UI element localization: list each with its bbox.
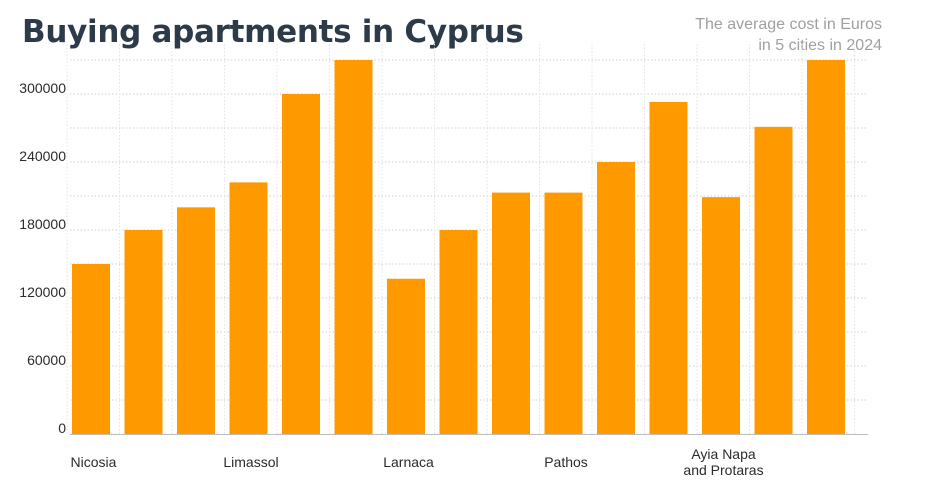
x-category-label: Ayia Napa and Protaras: [683, 446, 763, 478]
x-category-label: Limassol: [223, 454, 278, 470]
bar: [492, 192, 530, 434]
bar: [544, 192, 583, 434]
chart-subtitle: The average cost in Euros in 5 cities in…: [695, 14, 882, 56]
y-tick-label: 60000: [27, 352, 66, 368]
bar: [72, 264, 110, 434]
bar: [229, 182, 268, 434]
bar: [649, 101, 688, 434]
axes: 0 60000 120000 180000 240000 300000 Nicosia Lim…: [19, 80, 868, 478]
y-tick-label: 300000: [19, 80, 66, 96]
bar: [177, 207, 215, 434]
bar: [702, 197, 740, 434]
bar: [124, 230, 163, 434]
bar: [807, 60, 845, 434]
bar: [282, 94, 320, 434]
x-category-label: Larnaca: [383, 454, 434, 470]
x-category-label: Pathos: [544, 454, 588, 470]
x-category-label-line: and Protaras: [683, 462, 763, 478]
y-tick-label: 180000: [19, 216, 66, 232]
bar: [754, 126, 793, 434]
chart-subtitle-line-1: The average cost in Euros: [695, 16, 882, 33]
bar: [597, 162, 635, 434]
y-tick-label: 0: [58, 420, 66, 436]
x-category-label-line: Ayia Napa: [691, 446, 756, 462]
bar: [334, 60, 373, 434]
bar: [439, 230, 478, 434]
bar: [387, 278, 425, 434]
x-category-label: Nicosia: [71, 454, 117, 470]
y-tick-label: 240000: [19, 148, 66, 164]
chart-title: Buying apartments in Cyprus: [22, 14, 524, 50]
y-tick-label: 120000: [19, 284, 66, 300]
chart-subtitle-line-2: in 5 cities in 2024: [758, 37, 882, 54]
bars: [72, 60, 845, 434]
